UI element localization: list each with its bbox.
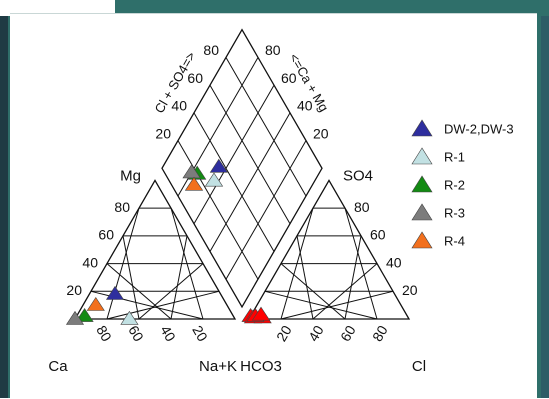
cation-nak-tick: 80 — [93, 323, 115, 345]
cation-point-dw-2-dw-3 — [105, 285, 125, 300]
diamond-grid-line — [225, 140, 307, 280]
anion-so4-tick: 60 — [370, 227, 386, 243]
cation-grid-line — [106, 263, 172, 320]
cation-top-vertex-label: Mg — [120, 167, 141, 184]
anion-triangle — [247, 179, 411, 320]
chart-card: 20 40 60 80 80 60 40 20 20 40 60 80 20 40 60 80 20 40 60 80… — [10, 13, 537, 399]
anion-so4-tick: 40 — [386, 254, 402, 270]
diamond-point-dw-2-dw-3 — [209, 158, 228, 173]
legend-label-r-2: R-2 — [444, 177, 465, 192]
anion-grid-line — [344, 207, 378, 320]
diamond-point-r-1 — [204, 172, 224, 187]
cation-triangle — [73, 179, 237, 320]
diamond-grid-line — [209, 84, 291, 224]
legend-label-r-4: R-4 — [444, 233, 465, 248]
anion-grid-line — [296, 235, 314, 320]
cation-right-vertex-label: Na+K — [199, 358, 237, 375]
cation-grid-line — [138, 263, 204, 320]
anion-top-vertex-label: SO4 — [343, 167, 373, 184]
diamond-point-r-3 — [182, 164, 201, 179]
diamond-left-tick: 20 — [155, 125, 171, 141]
cation-mg-tick: 20 — [66, 282, 82, 298]
diagram-grid — [73, 28, 411, 320]
legend-marker-r-1 — [411, 147, 433, 165]
legend-label-r-3: R-3 — [444, 205, 465, 220]
diamond-grid-line — [193, 84, 275, 224]
diamond-grid-line — [209, 112, 291, 252]
diamond-left-tick: 60 — [187, 70, 203, 86]
legend-marker-dw-2-dw-3 — [411, 119, 433, 137]
slide-corner — [0, 0, 115, 16]
cation-point-r-3 — [65, 310, 85, 325]
anion-right-vertex-label: Cl — [412, 358, 426, 375]
anion-cl-tick: 80 — [369, 322, 391, 344]
cation-nak-tick: 60 — [125, 323, 147, 345]
cation-nak-tick: 40 — [157, 323, 179, 345]
legend-label-r-1: R-1 — [444, 149, 465, 164]
slide-right-edge — [541, 16, 549, 398]
legend-label-dw-2-dw-3: DW-2,DW-3 — [444, 121, 514, 136]
anion-so4-tick: 20 — [402, 282, 418, 298]
diamond-right-tick: 40 — [297, 98, 313, 114]
cation-mg-tick: 60 — [98, 227, 114, 243]
diamond-grid-line — [177, 140, 259, 280]
cation-grid-line — [170, 235, 188, 320]
legend-marker-r-4 — [411, 231, 433, 249]
diamond-left-tick: 40 — [171, 98, 187, 114]
anion-point-r-4 — [251, 306, 271, 321]
anion-cl-tick: 20 — [273, 322, 295, 344]
anion-grid-line — [264, 290, 378, 320]
diamond-right-tick: 20 — [313, 125, 329, 141]
cation-point-r-1 — [120, 310, 139, 325]
cation-mg-tick: 80 — [114, 199, 130, 215]
diamond-point-r-4 — [184, 176, 204, 191]
cation-mg-tick: 40 — [82, 254, 98, 270]
cation-grid-line — [170, 207, 204, 320]
cation-point-r-4 — [86, 296, 105, 311]
legend-marker-r-3 — [411, 203, 433, 221]
diamond-right-tick: 80 — [265, 42, 281, 58]
diamond-right-tick: 60 — [281, 70, 297, 86]
anion-cl-tick: 60 — [337, 322, 359, 344]
anion-grid-line — [312, 263, 378, 320]
anion-left-vertex-label: HCO3 — [240, 358, 282, 375]
diamond-grid-line — [225, 57, 307, 197]
cation-point-r-2 — [75, 308, 94, 322]
anion-grid-line — [280, 263, 346, 320]
diamond-outline — [161, 28, 323, 309]
data-points — [65, 158, 272, 325]
slide-left-edge — [0, 16, 8, 398]
anion-grid-line — [280, 290, 394, 320]
cation-left-vertex-label: Ca — [48, 358, 68, 375]
diamond-left-tick: 80 — [203, 42, 219, 58]
diamond-grid-line — [193, 112, 275, 252]
legend-marker-r-2 — [411, 175, 433, 193]
cation-grid-line — [122, 235, 140, 320]
cation-nak-tick: 20 — [189, 323, 211, 345]
legend: DW-2,DW-3 R-1 R-2 R-3 R-4 — [411, 119, 514, 249]
anion-so4-tick: 80 — [354, 199, 370, 215]
anion-grid-line — [344, 235, 362, 320]
cation-grid-line — [106, 290, 220, 320]
anion-cl-tick: 40 — [305, 322, 327, 344]
